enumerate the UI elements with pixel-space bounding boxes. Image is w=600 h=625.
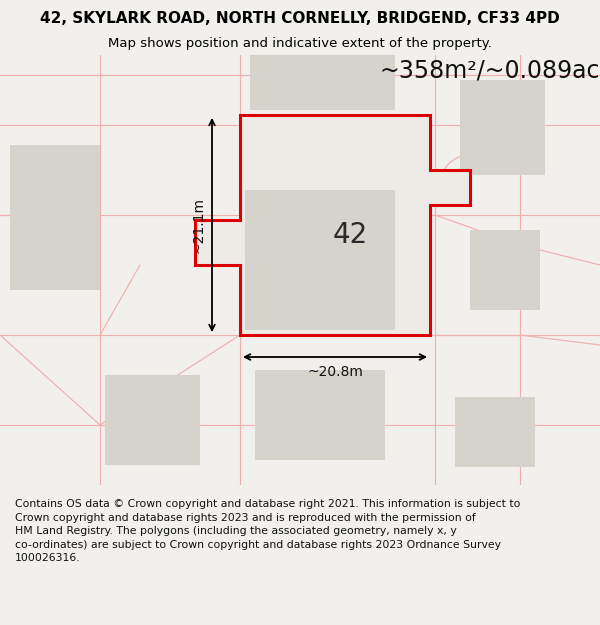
Bar: [470, 230, 540, 310]
Text: ~21.1m: ~21.1m: [192, 197, 206, 253]
Bar: [245, 190, 395, 330]
Text: Contains OS data © Crown copyright and database right 2021. This information is : Contains OS data © Crown copyright and d…: [15, 499, 520, 563]
Text: 42, SKYLARK ROAD, NORTH CORNELLY, BRIDGEND, CF33 4PD: 42, SKYLARK ROAD, NORTH CORNELLY, BRIDGE…: [40, 11, 560, 26]
Polygon shape: [195, 115, 470, 335]
Bar: [250, 45, 395, 110]
Text: ~20.8m: ~20.8m: [307, 365, 363, 379]
Bar: [255, 370, 385, 460]
Bar: [460, 80, 545, 175]
Bar: [10, 145, 100, 290]
Bar: [455, 397, 535, 467]
Bar: [105, 375, 200, 465]
Text: Map shows position and indicative extent of the property.: Map shows position and indicative extent…: [108, 38, 492, 51]
Text: ~358m²/~0.089ac.: ~358m²/~0.089ac.: [380, 58, 600, 82]
Text: 42: 42: [332, 221, 368, 249]
